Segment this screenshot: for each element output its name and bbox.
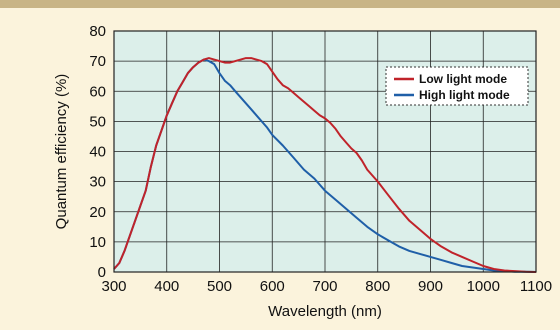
y-tick-label: 70: [89, 53, 106, 70]
y-tick-label: 80: [89, 23, 106, 40]
plot-border: [113, 30, 537, 273]
x-tick-label: 1100: [520, 278, 552, 295]
x-tick-label: 1000: [467, 278, 500, 295]
legend-box: [385, 66, 529, 106]
legend-label-low-light: Low light mode: [419, 72, 507, 86]
y-tick-label: 50: [89, 113, 106, 130]
x-tick-label: 500: [207, 278, 232, 295]
y-tick-label: 10: [89, 234, 106, 251]
legend: Low light mode High light mode: [385, 66, 529, 106]
top-decorative-bar: [0, 0, 560, 8]
x-tick-label: 300: [101, 278, 126, 295]
x-tick-label: 900: [418, 278, 443, 295]
series-line-low-light: [113, 57, 537, 273]
x-tick-labels: 300 400 500 600 700 800 900 1000 1100: [101, 278, 552, 295]
x-tick-label: 600: [260, 278, 285, 295]
x-tick-label: 400: [154, 278, 179, 295]
x-tick-label: 800: [365, 278, 390, 295]
y-tick-label: 60: [89, 83, 106, 100]
x-tick-label: 700: [312, 278, 337, 295]
x-axis-title: Wavelength (nm): [268, 303, 382, 320]
y-tick-label: 40: [89, 144, 106, 161]
y-axis-title: Quantum efficiency (%): [53, 74, 70, 230]
y-tick-label: 20: [89, 204, 106, 221]
legend-label-high-light: High light mode: [419, 88, 510, 102]
y-tick-label: 30: [89, 174, 106, 191]
y-tick-label: 0: [98, 264, 106, 281]
y-tick-labels: 0 10 20 30 40 50 60 70 80: [89, 23, 106, 281]
series-lines: [113, 57, 537, 273]
